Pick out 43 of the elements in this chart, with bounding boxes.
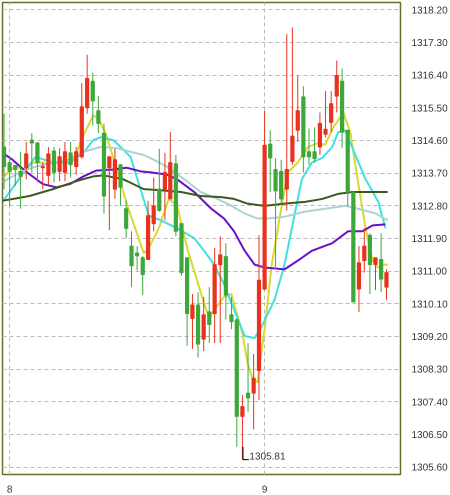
candlestick — [373, 257, 378, 291]
candlestick — [334, 60, 339, 114]
y-tick-label: 1306.50 — [412, 430, 448, 442]
x-tick-label: 9 — [262, 484, 268, 495]
candlestick — [52, 146, 56, 183]
y-tick-label: 1311.00 — [412, 266, 448, 278]
y-tick-label: 1315.50 — [412, 103, 448, 114]
y-tick-label: 1314.60 — [412, 136, 448, 147]
candlestick — [379, 232, 384, 293]
y-tick-label: 1311.90 — [412, 234, 448, 245]
y-tick-label: 1313.70 — [412, 168, 448, 180]
candlestick — [18, 151, 23, 210]
y-tick-label: 1318.20 — [412, 5, 448, 16]
candlestick — [68, 141, 73, 178]
candlestick — [284, 34, 289, 212]
candlestick — [252, 353, 256, 430]
candlestick — [118, 164, 123, 206]
line-series — [2, 146, 389, 222]
y-tick-label: 1317.30 — [412, 38, 448, 49]
y-tick-label: 1309.20 — [412, 332, 448, 344]
candlestick — [362, 228, 366, 274]
y-tick-label: 1307.40 — [412, 397, 448, 408]
y-tick-label: 1305.60 — [412, 462, 448, 474]
candlestick — [24, 141, 28, 180]
candlestick — [384, 268, 389, 300]
annotation: 1305.81 — [249, 452, 286, 463]
x-tick-label: 8 — [6, 484, 13, 495]
candlestick — [246, 342, 250, 412]
candlestick — [207, 286, 212, 344]
candlestick — [329, 90, 334, 133]
y-tick-label: 1308.30 — [412, 364, 448, 376]
y-tick-label: 1312.80 — [412, 201, 448, 212]
line-series — [2, 129, 386, 339]
y-tick-label: 1310.10 — [412, 299, 448, 310]
candlestick — [157, 148, 162, 212]
candlestick — [140, 255, 145, 296]
candlestick — [90, 72, 95, 126]
candlestick — [96, 96, 100, 134]
candlestick — [268, 130, 272, 193]
candlestick — [124, 200, 128, 239]
candlestick — [296, 74, 300, 142]
y-tick-label: 1316.40 — [412, 70, 448, 82]
candlestick — [190, 294, 195, 350]
